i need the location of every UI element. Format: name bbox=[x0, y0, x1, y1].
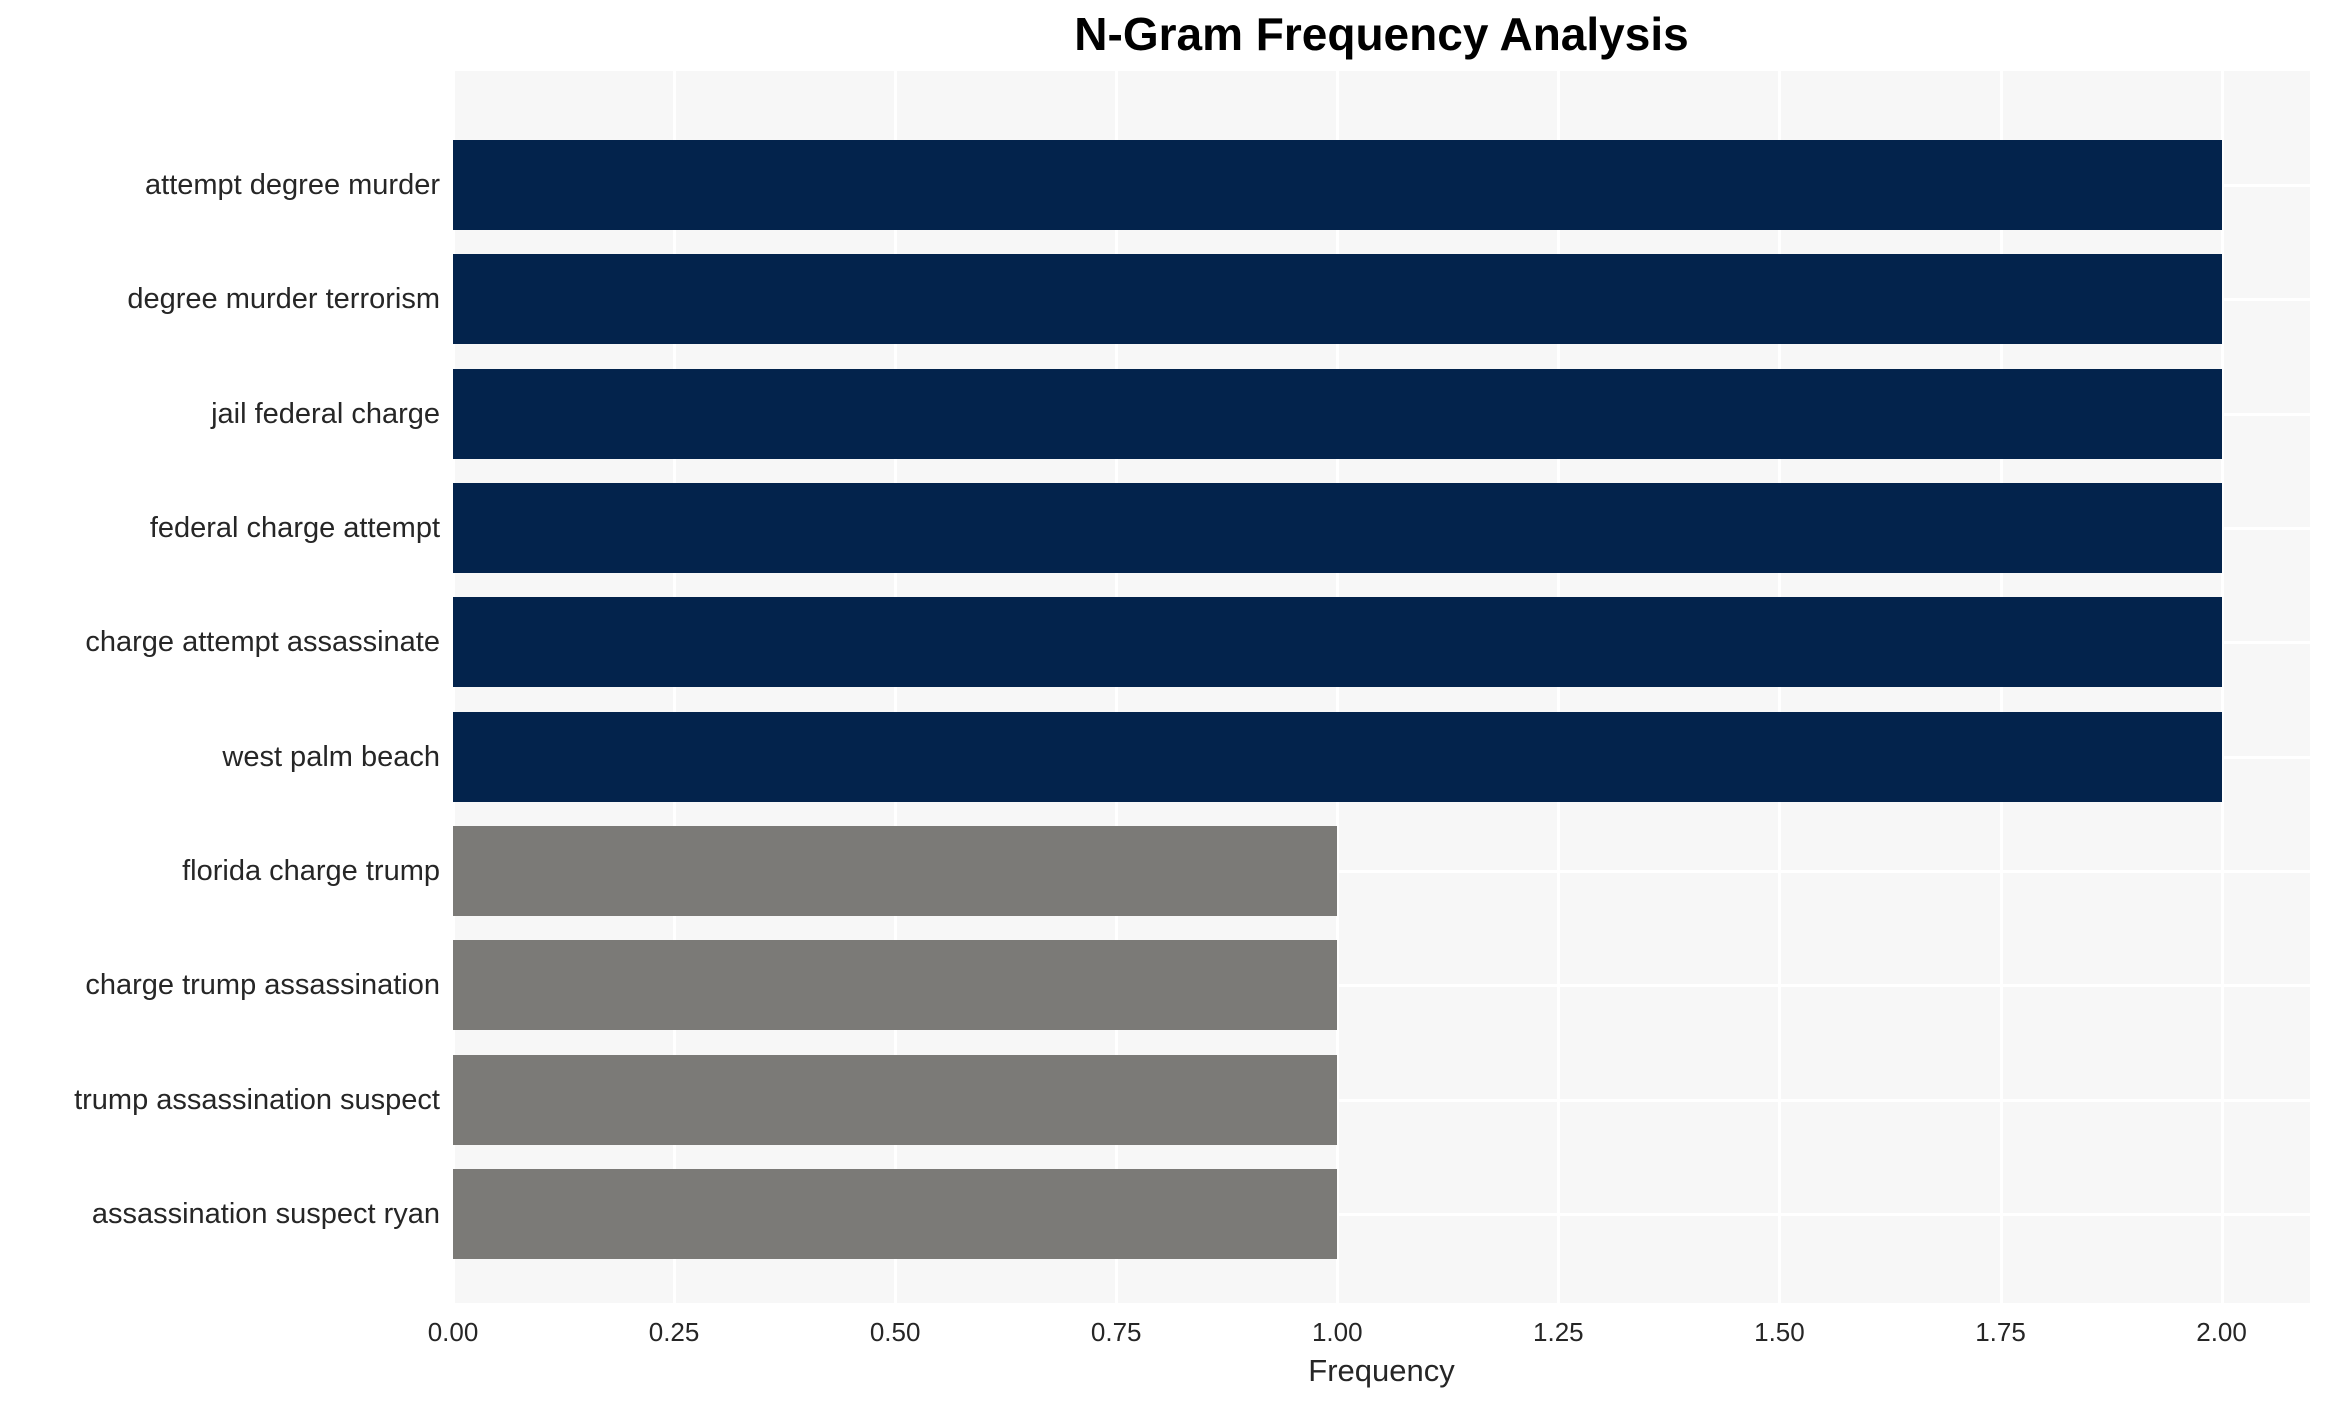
bar-charge-trump-assassination bbox=[453, 940, 1338, 1031]
bar-trump-assassination-suspect bbox=[453, 1054, 1338, 1145]
x-tick-label: 0.75 bbox=[1090, 1317, 1142, 1347]
bar-jail-federal-charge bbox=[453, 368, 2222, 459]
y-gridline bbox=[453, 1098, 2310, 1102]
y-tick-label: florida charge trump bbox=[182, 854, 440, 887]
x-tick-label: 1.25 bbox=[1533, 1317, 1584, 1347]
bar-assassination-suspect-ryan bbox=[453, 1168, 1338, 1259]
bar-west-palm-beach bbox=[453, 711, 2222, 802]
x-tick-label: 1.00 bbox=[1311, 1317, 1363, 1347]
y-tick-label: attempt degree murder bbox=[145, 169, 440, 202]
y-tick-label: charge trump assassination bbox=[85, 969, 440, 1002]
bar-attempt-degree-murder bbox=[453, 140, 2222, 231]
x-gridline bbox=[2220, 71, 2224, 1303]
x-tick-label: 0.00 bbox=[427, 1317, 479, 1347]
x-tick-label: 2.00 bbox=[2196, 1317, 2247, 1347]
bar-degree-murder-terrorism bbox=[453, 254, 2222, 345]
x-tick-label: 0.50 bbox=[869, 1317, 921, 1347]
y-gridline bbox=[453, 869, 2310, 873]
y-tick-label: west palm beach bbox=[222, 740, 440, 773]
bar-charge-attempt-assassinate bbox=[453, 597, 2222, 688]
x-axis-label: Frequency bbox=[1308, 1353, 1455, 1388]
y-tick-label: assassination suspect ryan bbox=[91, 1197, 440, 1230]
y-tick-label: trump assassination suspect bbox=[74, 1083, 440, 1116]
y-gridline bbox=[453, 984, 2310, 988]
y-gridline bbox=[453, 1212, 2310, 1216]
plot-area bbox=[452, 71, 2310, 1303]
y-tick-label: jail federal charge bbox=[211, 397, 440, 430]
y-tick-label: degree murder terrorism bbox=[127, 283, 440, 316]
bar-federal-charge-attempt bbox=[453, 483, 2222, 574]
y-tick-label: charge attempt assassinate bbox=[85, 626, 440, 659]
x-tick-label: 0.25 bbox=[648, 1317, 700, 1347]
bar-florida-charge-trump bbox=[453, 825, 1338, 916]
x-tick-label: 1.50 bbox=[1754, 1317, 1805, 1347]
x-tick-label: 1.75 bbox=[1975, 1317, 2026, 1347]
chart-title: N-Gram Frequency Analysis bbox=[1074, 8, 1689, 60]
y-tick-label: federal charge attempt bbox=[149, 512, 440, 545]
